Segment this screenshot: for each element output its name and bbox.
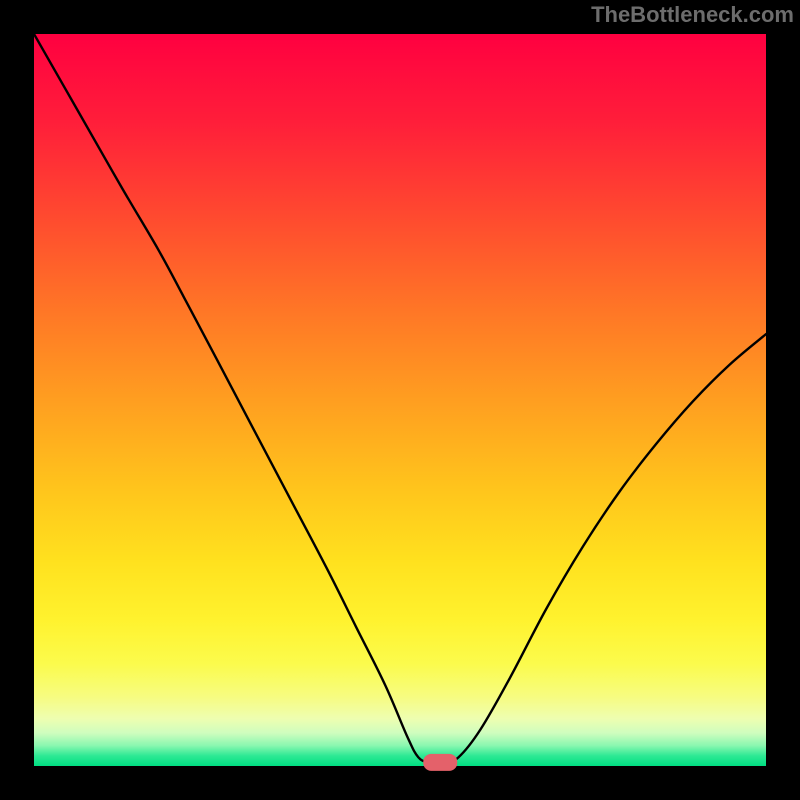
optimum-marker [423,754,457,771]
plot-background [34,34,766,766]
watermark-label: TheBottleneck.com [591,2,794,28]
bottleneck-curve-chart [0,0,800,800]
chart-container: TheBottleneck.com [0,0,800,800]
